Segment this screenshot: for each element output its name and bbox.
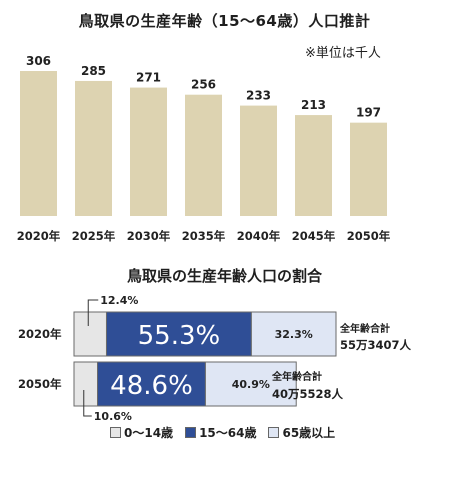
- legend-swatch-young: [110, 427, 121, 438]
- total-label-2050: 全年齢合計: [272, 372, 322, 383]
- population-bar-5: [295, 115, 332, 216]
- ratio-segment-0-1: [105, 311, 252, 357]
- legend-item-elderly: 65歳以上: [268, 424, 335, 441]
- population-bar-6: [350, 122, 387, 216]
- ratio-working-label-1: 48.6%: [110, 371, 193, 401]
- ratio-year-label-1: 2050年: [18, 377, 62, 391]
- ratio-working-label-0: 55.3%: [138, 321, 221, 351]
- population-value-label-6: 197: [356, 106, 381, 120]
- population-value-label-1: 285: [81, 64, 106, 78]
- ratio-young-label-1: 10.6%: [94, 410, 132, 423]
- population-year-label-1: 2025年: [72, 229, 116, 243]
- total-value-2050: 40万5528人: [272, 387, 344, 401]
- population-bar-chart: 306 2020年 285 2025年 271 2030年 256 2035年 233 2040年…: [17, 54, 391, 243]
- population-value-label-2: 271: [136, 71, 161, 85]
- population-value-label-4: 233: [246, 89, 271, 103]
- ratio-segment-0-2: [250, 311, 337, 357]
- ratio-callout-line-1: [83, 390, 92, 417]
- ratio-segment-0-0: [73, 311, 107, 357]
- ratio-segment-1-1: [97, 361, 206, 407]
- population-year-label-0: 2020年: [17, 229, 61, 243]
- ratio-year-label-0: 2020年: [18, 327, 62, 341]
- population-year-label-3: 2035年: [182, 229, 226, 243]
- unit-note: ※単位は千人: [305, 46, 381, 61]
- ratio-segment-1-2: [204, 361, 297, 407]
- population-bar-1: [75, 80, 112, 216]
- population-bar-0: [20, 71, 57, 216]
- ratio-elderly-label-0: 32.3%: [275, 328, 313, 341]
- ratio-elderly-label-1: 40.9%: [232, 378, 270, 391]
- population-value-label-5: 213: [301, 98, 326, 112]
- legend-label-young: 0〜14歳: [124, 426, 174, 440]
- population-year-label-5: 2045年: [292, 229, 336, 243]
- population-value-label-3: 256: [191, 78, 216, 92]
- ratio-legend: 0〜14歳 15〜64歳 65歳以上: [110, 424, 335, 441]
- legend-item-working: 15〜64歳: [185, 424, 256, 441]
- population-bar-4: [240, 105, 277, 216]
- legend-label-working: 15〜64歳: [199, 426, 257, 440]
- legend-item-young: 0〜14歳: [110, 424, 173, 441]
- population-year-label-2: 2030年: [127, 229, 171, 243]
- population-value-label-0: 306: [26, 54, 51, 68]
- ratio-chart-title: 鳥取県の生産年齢人口の割合: [126, 267, 322, 285]
- ratio-callout-line-0: [87, 299, 99, 326]
- ratio-segment-1-0: [73, 361, 99, 407]
- population-year-label-4: 2040年: [237, 229, 281, 243]
- legend-swatch-working: [185, 427, 197, 438]
- population-bar-3: [185, 94, 222, 216]
- legend-label-elderly: 65歳以上: [282, 426, 336, 440]
- legend-swatch-elderly: [268, 427, 280, 438]
- population-year-label-6: 2050年: [347, 229, 391, 243]
- total-value-2020: 55万3407人: [340, 338, 412, 352]
- population-bar-2: [130, 87, 167, 217]
- ratio-young-label-0: 12.4%: [100, 294, 138, 307]
- population-chart-title: 鳥取県の生産年齢（15〜64歳）人口推計: [78, 12, 371, 30]
- total-label-2020: 全年齢合計: [340, 324, 390, 335]
